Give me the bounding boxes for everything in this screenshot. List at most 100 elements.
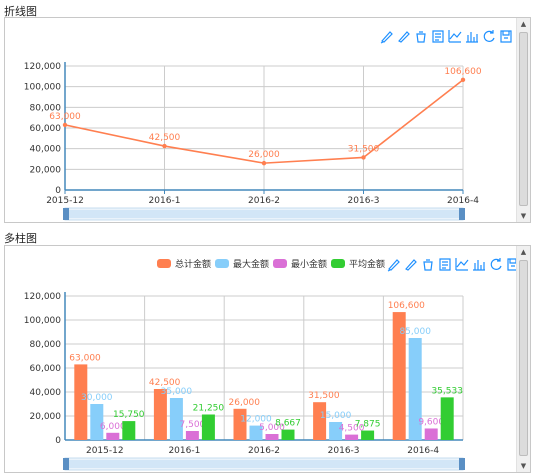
data-label: 31,500 bbox=[348, 144, 380, 154]
x-tick-label: 2016-2 bbox=[248, 446, 280, 456]
data-label: 21,250 bbox=[193, 404, 225, 414]
legend-item[interactable]: 平均金额 bbox=[331, 258, 385, 270]
data-point[interactable] bbox=[460, 77, 466, 83]
bar[interactable] bbox=[153, 389, 167, 440]
data-label: 12,000 bbox=[240, 415, 272, 425]
datazoom-handle-left[interactable] bbox=[63, 208, 69, 220]
data-label: 7,500 bbox=[180, 420, 206, 430]
bar[interactable] bbox=[74, 364, 88, 440]
legend-swatch bbox=[215, 259, 229, 268]
restore-icon[interactable] bbox=[483, 30, 495, 42]
scroll-down-icon[interactable]: ▼ bbox=[520, 212, 527, 220]
legend: 总计金额 最大金额 最小金额 平均金额 bbox=[157, 258, 385, 270]
bar-panel-scrollbar[interactable]: ▲ ▼ bbox=[516, 246, 530, 472]
scroll-thumb[interactable] bbox=[519, 260, 528, 456]
mark-line-icon[interactable] bbox=[387, 259, 400, 272]
y-tick-label: 0 bbox=[55, 436, 61, 446]
legend-label: 最小金额 bbox=[291, 258, 327, 270]
x-tick-label: 2015-12 bbox=[86, 446, 124, 456]
y-tick-label: 20,000 bbox=[30, 412, 62, 422]
y-tick-label: 120,000 bbox=[24, 292, 61, 302]
data-view-icon[interactable] bbox=[432, 30, 444, 43]
legend-swatch bbox=[331, 259, 345, 268]
bar[interactable] bbox=[345, 434, 359, 440]
bar[interactable] bbox=[281, 429, 295, 440]
legend-label: 平均金额 bbox=[349, 258, 385, 270]
data-label: 6,000 bbox=[100, 422, 126, 432]
bar-chart-title: 多柱图 bbox=[4, 232, 37, 245]
bar[interactable] bbox=[169, 398, 183, 440]
data-label: 35,000 bbox=[161, 387, 193, 397]
line-chart-title: 折线图 bbox=[4, 5, 37, 18]
y-tick-label: 120,000 bbox=[24, 62, 61, 72]
data-label: 4,500 bbox=[339, 424, 365, 434]
data-label: 85,000 bbox=[399, 327, 431, 337]
y-tick-label: 0 bbox=[55, 186, 61, 196]
y-tick-label: 40,000 bbox=[30, 145, 62, 155]
x-tick-label: 2016-4 bbox=[447, 196, 479, 206]
bar[interactable] bbox=[106, 432, 120, 440]
datazoom-handle-right[interactable] bbox=[459, 208, 465, 220]
data-label: 9,600 bbox=[418, 417, 444, 427]
datazoom-handle-right[interactable] bbox=[459, 458, 465, 470]
scroll-up-icon[interactable]: ▲ bbox=[520, 20, 527, 28]
line-panel-scrollbar[interactable]: ▲ ▼ bbox=[516, 18, 530, 222]
bar[interactable] bbox=[440, 397, 454, 440]
data-label: 106,600 bbox=[388, 301, 425, 311]
legend-label: 最大金额 bbox=[233, 258, 269, 270]
x-tick-label: 2016-4 bbox=[407, 446, 439, 456]
line-chart-panel: 0 20,000 40,000 60,000 80,000 100,000 120,000 2… bbox=[4, 17, 531, 223]
clear-icon[interactable] bbox=[416, 31, 426, 43]
y-tick-label: 20,000 bbox=[30, 165, 62, 175]
line-type-icon[interactable] bbox=[455, 258, 469, 271]
scroll-thumb[interactable] bbox=[519, 32, 528, 206]
bar[interactable] bbox=[408, 338, 422, 440]
x-tick-label: 2016-1 bbox=[149, 196, 181, 206]
data-point[interactable] bbox=[62, 122, 68, 128]
data-view-icon[interactable] bbox=[439, 258, 451, 271]
bar[interactable] bbox=[122, 421, 136, 440]
bar[interactable] bbox=[424, 428, 438, 440]
bar[interactable] bbox=[90, 404, 104, 440]
bar[interactable] bbox=[313, 402, 327, 440]
clear-icon[interactable] bbox=[423, 259, 433, 271]
data-point[interactable] bbox=[261, 160, 267, 166]
erase-line-icon[interactable] bbox=[398, 31, 410, 43]
grid-lines bbox=[65, 65, 464, 190]
bar[interactable] bbox=[265, 434, 279, 440]
data-label: 42,500 bbox=[149, 133, 181, 143]
data-label: 15,750 bbox=[113, 410, 145, 420]
bar[interactable] bbox=[392, 312, 406, 440]
bar-type-icon[interactable] bbox=[473, 260, 485, 271]
legend-item[interactable]: 总计金额 bbox=[157, 258, 211, 270]
legend-item[interactable]: 最大金额 bbox=[215, 258, 269, 270]
datazoom-range[interactable] bbox=[67, 210, 461, 218]
y-tick-label: 80,000 bbox=[30, 103, 62, 113]
legend-item[interactable]: 最小金额 bbox=[273, 258, 327, 270]
scroll-up-icon[interactable]: ▲ bbox=[520, 248, 527, 256]
bar-chart-panel: 总计金额 最大金额 最小金额 平均金额 0 20,000 40,000 60,000 80,00… bbox=[4, 245, 531, 473]
legend-label: 总计金额 bbox=[175, 258, 211, 270]
data-label: 7,875 bbox=[355, 420, 381, 430]
bar[interactable] bbox=[249, 425, 263, 440]
bar[interactable] bbox=[201, 414, 215, 441]
data-point[interactable] bbox=[162, 143, 167, 149]
datazoom-range[interactable] bbox=[67, 460, 461, 468]
bar[interactable] bbox=[329, 422, 343, 440]
datazoom-handle-left[interactable] bbox=[63, 458, 69, 470]
bar[interactable] bbox=[185, 431, 199, 440]
bar[interactable] bbox=[233, 408, 247, 440]
y-tick-label: 80,000 bbox=[30, 340, 62, 350]
x-tick-label: 2016-2 bbox=[248, 196, 280, 206]
save-image-icon[interactable] bbox=[500, 30, 512, 43]
data-label: 26,000 bbox=[248, 150, 280, 160]
data-point[interactable] bbox=[361, 155, 366, 160]
mark-line-icon[interactable] bbox=[380, 31, 393, 44]
bar-type-icon[interactable] bbox=[466, 32, 478, 43]
erase-line-icon[interactable] bbox=[405, 259, 417, 271]
x-tick-label: 2016-3 bbox=[348, 196, 380, 206]
bar[interactable] bbox=[361, 430, 375, 440]
restore-icon[interactable] bbox=[490, 258, 502, 270]
line-type-icon[interactable] bbox=[448, 30, 462, 43]
scroll-down-icon[interactable]: ▼ bbox=[520, 462, 527, 470]
